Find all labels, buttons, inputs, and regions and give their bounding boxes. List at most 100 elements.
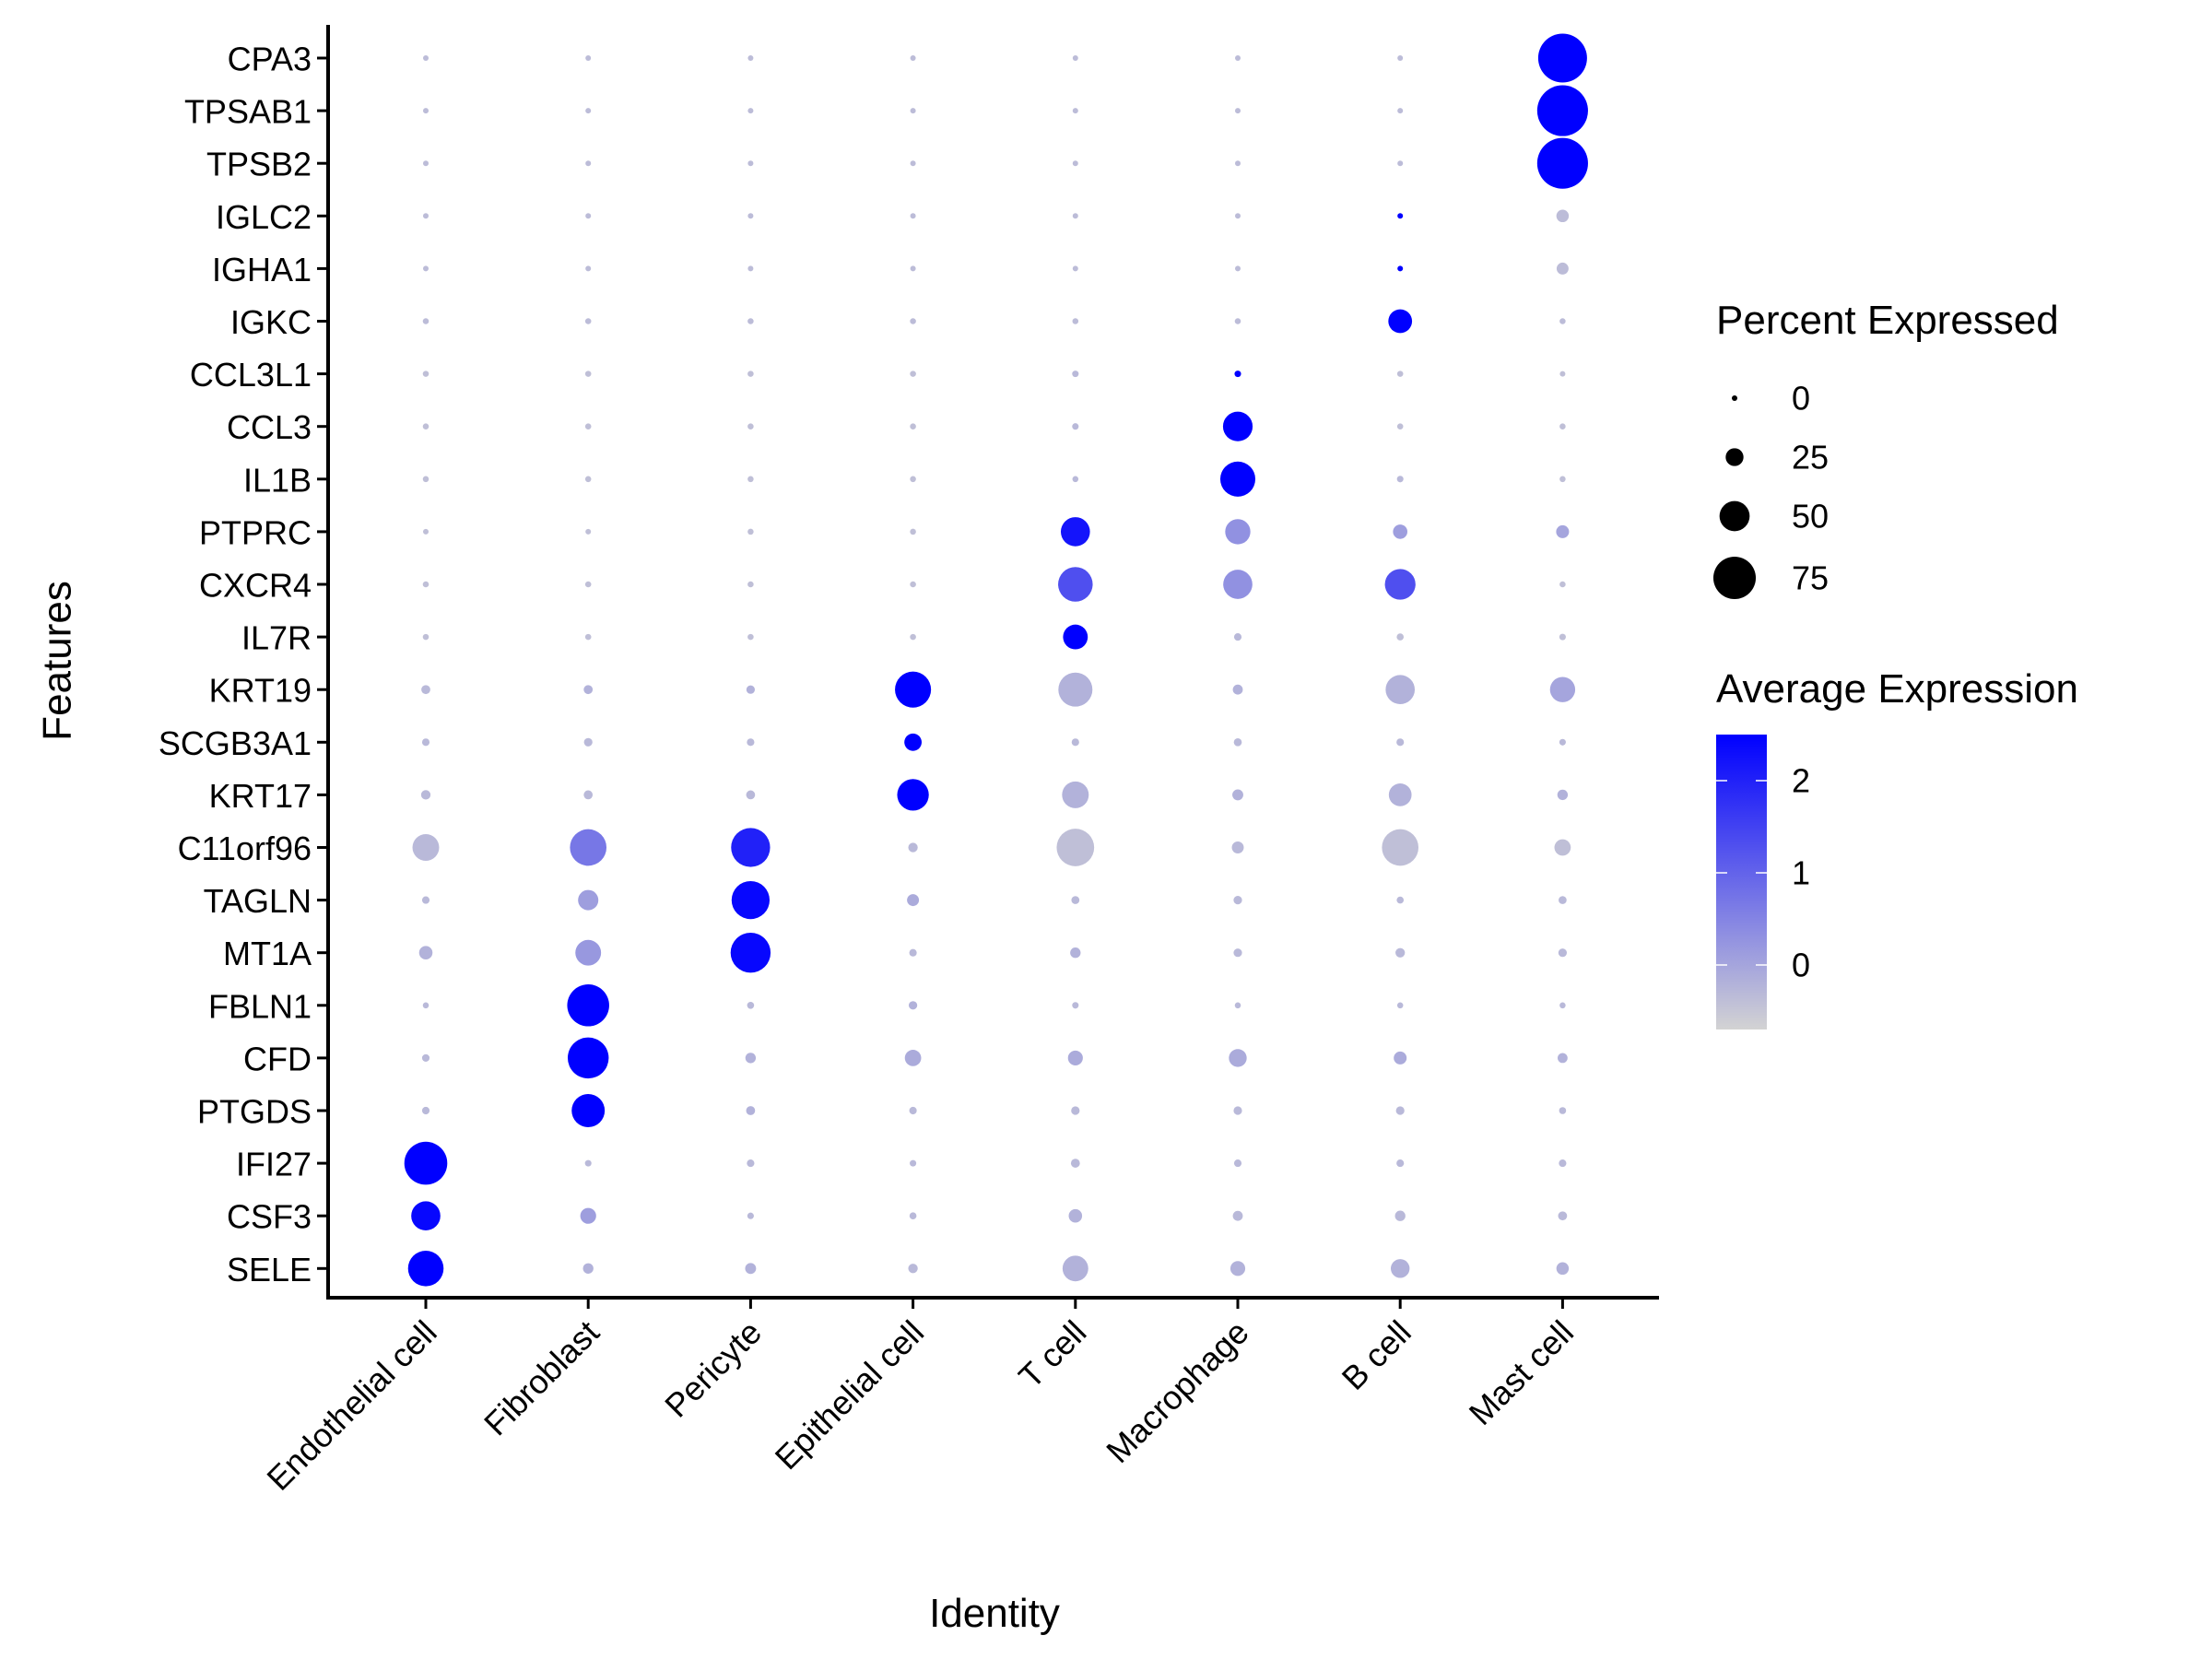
dot-PTPRC-fibroblast: [585, 528, 592, 535]
dot-TPSAB1-t-cell: [1072, 108, 1078, 114]
dots-layer: [404, 33, 1588, 1287]
dot-SELE-macrophage: [1230, 1261, 1246, 1277]
y-axis-title: Features: [35, 581, 80, 741]
dot-CCL3L1-endothelial-cell: [422, 371, 429, 377]
dot-C11orf96-endothelial-cell: [412, 834, 440, 861]
color-legend-label: 2: [1792, 762, 1810, 800]
dot-IGHA1-macrophage: [1235, 265, 1241, 272]
dot-IFI27-pericyte: [747, 1159, 755, 1168]
dot-CCL3-macrophage: [1222, 411, 1253, 441]
dot-IGKC-epithelial-cell: [910, 318, 916, 324]
dot-C11orf96-macrophage: [1231, 841, 1244, 853]
dot-IFI27-macrophage: [1233, 1159, 1242, 1168]
dot-TPSB2-mast-cell: [1536, 137, 1588, 189]
dot-C11orf96-epithelial-cell: [908, 842, 918, 853]
dot-IGLC2-epithelial-cell: [910, 213, 916, 219]
dot-PTGDS-pericyte: [746, 1106, 756, 1115]
color-legend-label: 0: [1792, 947, 1810, 984]
size-legend-key: [1725, 448, 1744, 466]
dot-CXCR4-pericyte: [747, 581, 754, 588]
dot-IL7R-endothelial-cell: [422, 633, 429, 641]
dot-IL1B-endothelial-cell: [422, 476, 429, 483]
color-legend: Average Expression 2 1 0: [1716, 666, 2078, 1030]
size-legend-label: 50: [1792, 498, 1829, 535]
dot-KRT19-macrophage: [1232, 684, 1243, 695]
dot-KRT17-macrophage: [1232, 789, 1243, 801]
size-legend: Percent Expressed 0 25 50 75: [1712, 298, 2059, 600]
dot-CPA3-fibroblast: [585, 55, 592, 61]
dot-IGLC2-t-cell: [1072, 213, 1078, 219]
dot-IFI27-epithelial-cell: [910, 1159, 917, 1167]
size-legend-title: Percent Expressed: [1716, 298, 2059, 343]
size-legend-label: 0: [1792, 380, 1810, 418]
dot-CXCR4-mast-cell: [1559, 581, 1566, 588]
y-tick-label: PTGDS: [197, 1093, 312, 1131]
y-tick-label: C11orf96: [178, 830, 312, 867]
dot-CPA3-b-cell: [1397, 55, 1404, 61]
dot-PTPRC-t-cell: [1060, 517, 1090, 547]
dot-IL1B-fibroblast: [584, 476, 592, 483]
dot-PTPRC-endothelial-cell: [423, 528, 429, 535]
dot-IL7R-b-cell: [1396, 633, 1405, 641]
dot-KRT17-b-cell: [1388, 783, 1412, 806]
dot-IFI27-b-cell: [1396, 1159, 1405, 1168]
dot-CSF3-b-cell: [1394, 1210, 1406, 1221]
dot-SELE-mast-cell: [1556, 1262, 1570, 1276]
dot-KRT17-endothelial-cell: [420, 790, 431, 800]
dot-SELE-fibroblast: [582, 1263, 594, 1274]
dot-CPA3-macrophage: [1235, 55, 1241, 61]
dot-PTGDS-epithelial-cell: [909, 1106, 917, 1115]
dot-PTGDS-mast-cell: [1559, 1107, 1567, 1114]
dot-CFD-t-cell: [1067, 1050, 1083, 1065]
dot-TPSB2-t-cell: [1072, 160, 1078, 167]
y-tick-label: CFD: [243, 1040, 312, 1077]
dot-IGLC2-b-cell: [1397, 213, 1404, 219]
dot-IL1B-t-cell: [1072, 476, 1079, 483]
dot-CXCR4-macrophage: [1223, 570, 1253, 599]
dot-KRT17-mast-cell: [1557, 789, 1569, 801]
dot-C11orf96-fibroblast: [570, 829, 607, 866]
dot-PTPRC-macrophage: [1225, 519, 1251, 545]
dot-TPSB2-pericyte: [747, 160, 754, 167]
y-tick-label: FBLN1: [208, 987, 312, 1025]
dot-FBLN1-b-cell: [1396, 1002, 1404, 1009]
dot-TPSAB1-epithelial-cell: [910, 108, 916, 114]
dot-IGKC-pericyte: [747, 318, 754, 324]
dot-MT1A-b-cell: [1395, 947, 1406, 958]
dot-TPSB2-fibroblast: [585, 160, 592, 167]
x-axis: Endothelial cell Fibroblast PericyteEpithe…: [259, 1296, 1659, 1498]
color-legend-label: 1: [1792, 854, 1810, 892]
dot-TAGLN-macrophage: [1233, 895, 1242, 905]
dot-CCL3-endothelial-cell: [422, 423, 429, 429]
dot-IL1B-mast-cell: [1559, 476, 1566, 483]
dot-IGKC-fibroblast: [584, 318, 592, 324]
dot-IGLC2-fibroblast: [585, 213, 592, 219]
dot-KRT19-pericyte: [746, 685, 756, 694]
y-tick-label: PTPRC: [199, 513, 312, 551]
dot-CCL3L1-t-cell: [1072, 371, 1079, 378]
dot-PTGDS-endothelial-cell: [421, 1106, 430, 1115]
dot-PTGDS-b-cell: [1395, 1106, 1405, 1115]
dot-CFD-fibroblast: [567, 1037, 609, 1079]
x-tick-label: B cell: [1335, 1313, 1418, 1397]
dot-FBLN1-mast-cell: [1559, 1002, 1566, 1009]
dot-KRT17-fibroblast: [583, 790, 594, 800]
y-tick-label: IFI27: [236, 1146, 312, 1183]
dot-SCGB3A1-macrophage: [1233, 737, 1242, 747]
size-legend-label: 75: [1792, 559, 1829, 597]
dot-FBLN1-pericyte: [747, 1001, 755, 1009]
x-tick-label: Pericyte: [657, 1313, 769, 1425]
dot-PTPRC-epithelial-cell: [910, 528, 916, 535]
y-tick-label: TAGLN: [204, 882, 312, 920]
dot-TPSB2-macrophage: [1235, 160, 1241, 167]
dot-SCGB3A1-fibroblast: [583, 737, 593, 747]
dot-IL1B-epithelial-cell: [910, 476, 916, 483]
dot-KRT19-mast-cell: [1549, 677, 1576, 702]
dot-TAGLN-fibroblast: [578, 889, 599, 911]
x-tick-label: Fibroblast: [477, 1313, 606, 1443]
dot-IGHA1-mast-cell: [1556, 262, 1569, 275]
x-tick-label: Epithelial cell: [768, 1313, 932, 1477]
dot-CCL3L1-epithelial-cell: [910, 371, 916, 377]
dot-C11orf96-b-cell: [1382, 829, 1419, 866]
